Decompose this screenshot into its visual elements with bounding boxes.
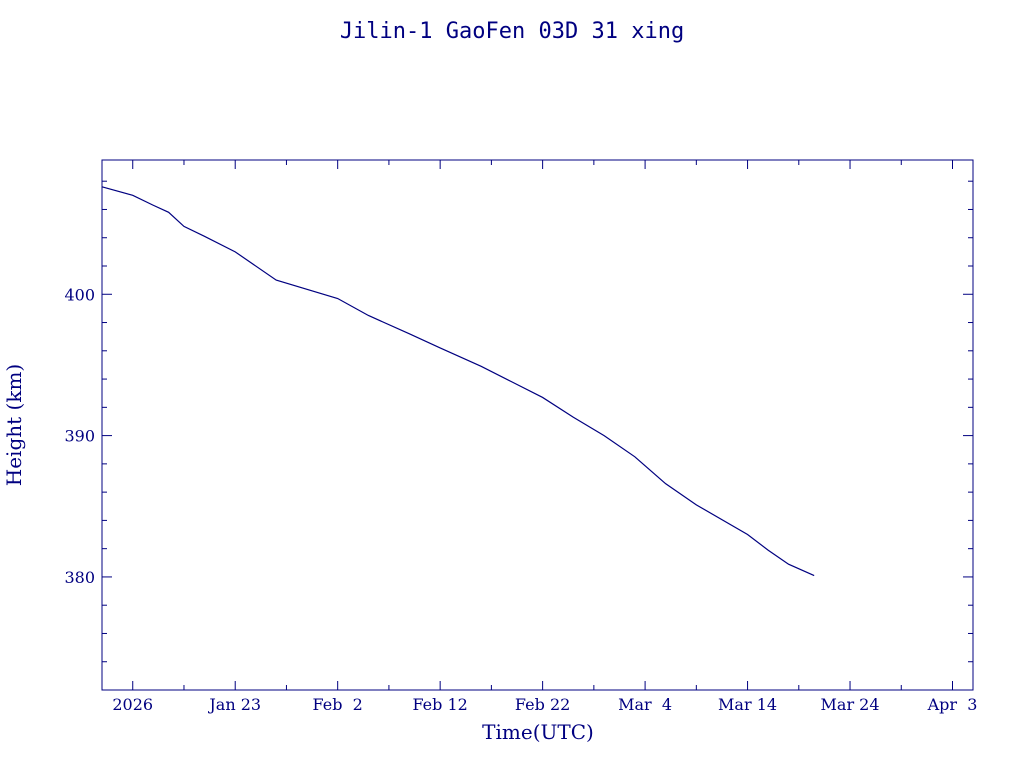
y-tick-label: 400: [64, 285, 95, 304]
x-axis-label: Time(UTC): [482, 720, 594, 744]
tick-labels-group: 2026 Jan 23 Feb 2 Feb 12 Feb 22 Mar 4 Mar 14 Ma…: [64, 285, 977, 714]
x-tick-label: Jan 23: [207, 695, 261, 714]
x-tick-label: Mar 14: [718, 695, 777, 714]
x-tick-label: Apr 3: [927, 695, 978, 714]
x-tick-label: 2026: [112, 695, 153, 714]
chart-title: Jilin-1 GaoFen 03D 31 xing: [340, 19, 684, 44]
x-tick-label: Mar 24: [821, 695, 880, 714]
plot-frame: [101, 159, 974, 691]
series-line-height: [101, 186, 815, 577]
x-tick-label: Feb 2: [313, 695, 363, 714]
x-tick-label: Feb 22: [515, 695, 570, 714]
ticks-group: [102, 160, 973, 690]
y-tick-label: 390: [64, 427, 95, 446]
y-tick-label: 380: [64, 568, 95, 587]
x-tick-label: Feb 12: [412, 695, 467, 714]
x-tick-label: Mar 4: [618, 695, 672, 714]
y-axis-label: Height (km): [2, 364, 26, 486]
